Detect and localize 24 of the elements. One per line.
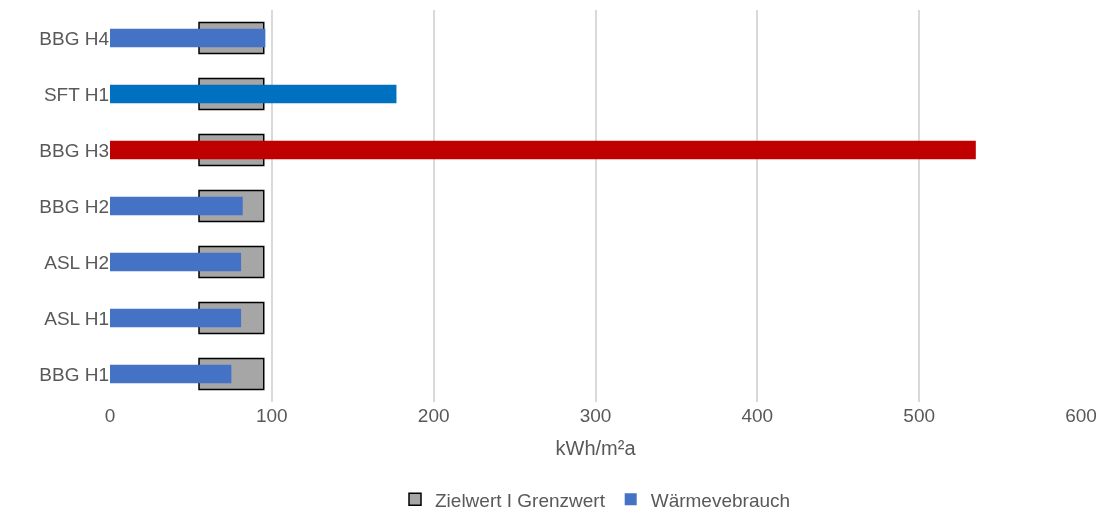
bar [110, 196, 243, 216]
x-tick-label: 400 [741, 405, 774, 426]
x-tick-label: 300 [579, 405, 612, 426]
bar [110, 84, 397, 104]
y-tick-label: SFT H1 [43, 83, 109, 105]
bar [110, 308, 242, 328]
x-tick-label: 100 [255, 405, 288, 426]
y-tick-label: BBG H4 [39, 27, 110, 49]
x-axis-title: kWh/m²a [555, 436, 637, 459]
legend-label: Zielwert I Grenzwert [435, 489, 606, 511]
y-tick-label: BBG H2 [39, 195, 109, 217]
bar [110, 364, 232, 384]
y-tick-label: ASL H1 [44, 307, 109, 329]
x-tick-label: 500 [903, 405, 936, 426]
bar [110, 140, 976, 160]
bar [110, 252, 242, 272]
y-tick-label: BBG H3 [39, 139, 109, 161]
y-tick-label: BBG H1 [39, 363, 109, 385]
x-tick-label: 600 [1065, 405, 1097, 426]
y-tick-label: ASL H2 [44, 251, 109, 273]
x-tick-label: 200 [417, 405, 450, 426]
legend-label: Wärmevebrauch [650, 489, 791, 511]
x-tick-label: 0 [104, 405, 116, 426]
bar [110, 28, 266, 48]
